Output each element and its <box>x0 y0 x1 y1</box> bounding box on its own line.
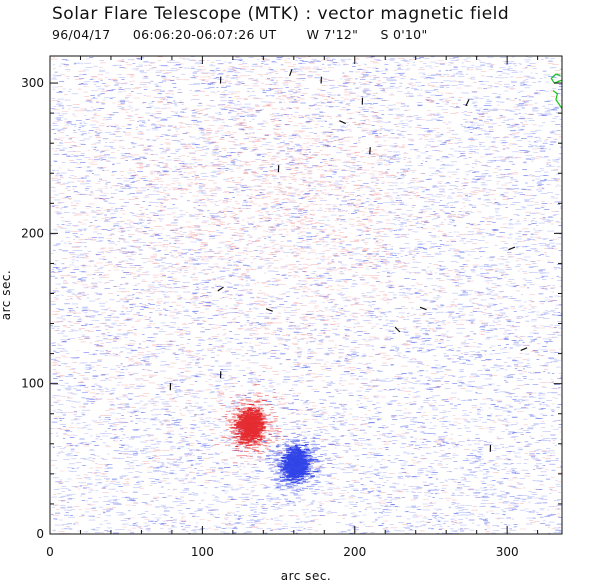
transverse-vector <box>419 306 427 311</box>
field-contour <box>550 73 562 109</box>
transverse-vector <box>339 120 346 125</box>
x-tick-label: 200 <box>343 545 366 559</box>
y-tick-label: 0 <box>36 527 44 541</box>
transverse-vector <box>465 99 470 107</box>
transverse-vector <box>508 246 516 251</box>
field-texture-neg-mid <box>50 56 562 534</box>
x-tick-label: 300 <box>496 545 519 559</box>
contour-line <box>550 73 562 84</box>
field-texture-neg-core <box>277 444 319 484</box>
heliographic-longitude: W 7'12" <box>306 27 359 42</box>
observation-date: 96/04/17 <box>52 27 111 42</box>
x-tick-label: 0 <box>46 545 54 559</box>
axes: 0 100 200 300 0 100 200 300 <box>21 56 562 559</box>
transverse-vector <box>369 147 371 155</box>
y-tick-label: 300 <box>21 76 44 90</box>
chart-title: Solar Flare Telescope (MTK) : vector mag… <box>52 4 510 24</box>
transverse-vector <box>289 68 293 77</box>
transverse-vector <box>394 326 401 333</box>
field-texture-pos-mid <box>50 56 562 490</box>
heliographic-latitude: S 0'10" <box>380 27 428 42</box>
transverse-vector <box>520 347 528 351</box>
chart-subtitle: 96/04/17 06:06:20-06:07:26 UT W 7'12" S … <box>52 27 428 42</box>
field-texture-pos-core <box>231 399 268 452</box>
y-axis-label: arc sec. <box>0 270 13 320</box>
x-axis-label: arc sec. <box>281 569 331 583</box>
y-tick-label: 100 <box>21 377 44 391</box>
transverse-field-vectors <box>169 68 528 452</box>
x-tick-label: 100 <box>191 545 214 559</box>
y-tick-label: 200 <box>21 226 44 240</box>
transverse-vector <box>217 286 224 292</box>
contour-line <box>552 90 562 109</box>
observation-time-range: 06:06:20-06:07:26 UT <box>132 27 277 42</box>
transverse-vector <box>265 308 273 312</box>
longitudinal-field-texture <box>50 56 562 534</box>
plot-frame <box>49 55 563 535</box>
